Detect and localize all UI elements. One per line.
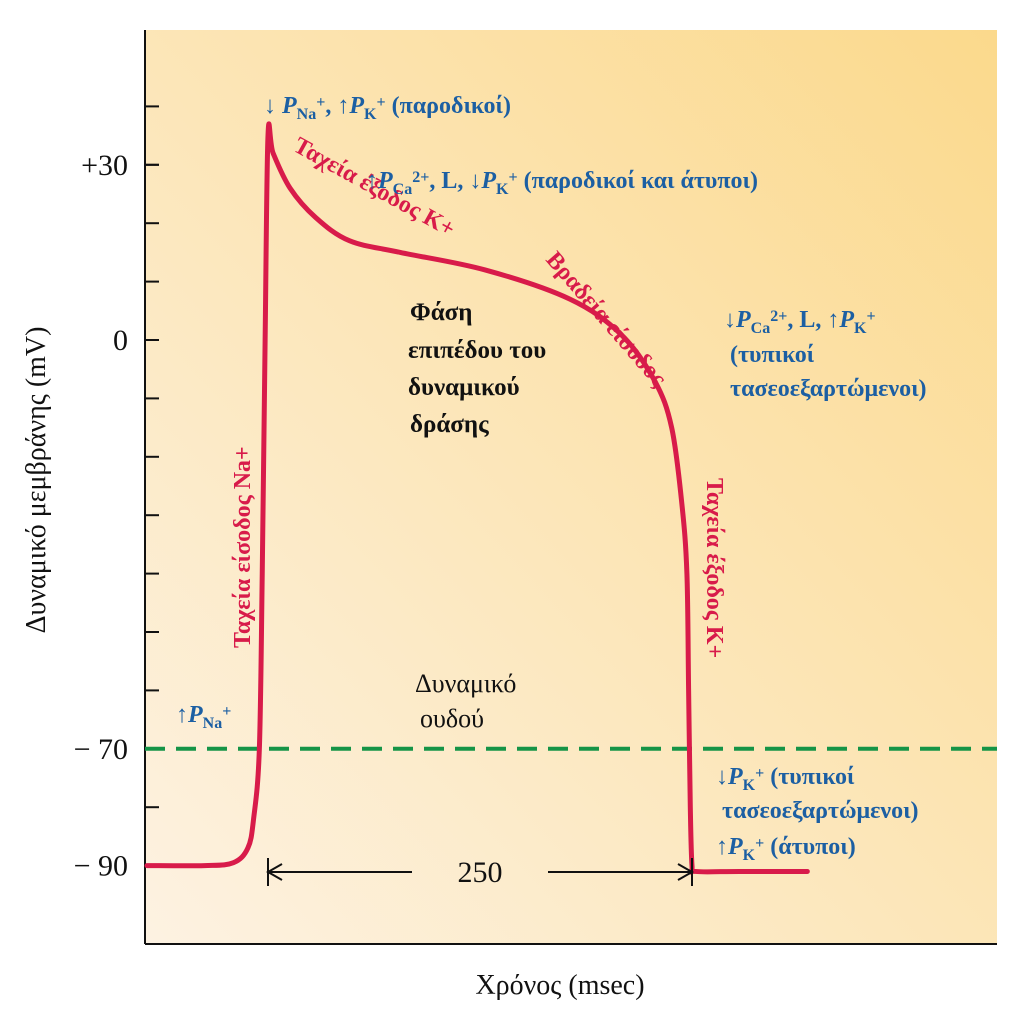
- svg-text:Δυναμικό: Δυναμικό: [415, 669, 516, 698]
- annotation-peak: ↓ PNa+, ↑PK+ (παροδικοί): [264, 93, 511, 123]
- curve-label-fall: Ταχεία έξοδος K+: [701, 478, 727, 658]
- annotation-rest-na: ↑PNa+: [176, 702, 231, 732]
- svg-text:↓PCa2+, L, ↑PK+: ↓PCa2+, L, ↑PK+: [724, 307, 876, 337]
- y-major-ticks: +30 0 − 70 − 90: [74, 149, 159, 883]
- y-tick-label: +30: [81, 149, 128, 182]
- svg-text:Φάση: Φάση: [410, 299, 472, 326]
- svg-text:τασεοεξαρτώμενοι): τασεοεξαρτώμενοι): [730, 376, 927, 402]
- x-axis-title: Χρόνος (msec): [475, 970, 644, 1001]
- duration-marker: 250: [265, 856, 695, 889]
- phase-label: Φάση επιπέδου του δυναμικού δράσης: [408, 299, 546, 438]
- y-tick-label: 0: [113, 324, 128, 357]
- y-tick-label: − 70: [74, 733, 128, 766]
- annotation-rest-k: ↓PK+ (τυπικοί τασεοεξαρτώμενοι) ↑PK+ (άτ…: [716, 764, 919, 864]
- svg-text:δυναμικού: δυναμικού: [408, 374, 520, 401]
- svg-text:↑PK+ (άτυποι): ↑PK+ (άτυποι): [716, 834, 856, 864]
- y-axis-title: Δυναμικό μεμβράνης (mV): [21, 327, 52, 634]
- y-tick-label: − 90: [74, 850, 128, 883]
- svg-text:δράσης: δράσης: [410, 411, 489, 438]
- arrowhead-right: [677, 863, 695, 881]
- svg-text:ουδού: ουδού: [420, 704, 484, 733]
- annotation-plateau: ↑PCa2+, L, ↓PK+ (παροδικοί και άτυποι): [366, 168, 758, 198]
- annotation-repol: ↓PCa2+, L, ↑PK+ (τυπικοί τασεοεξαρτώμενο…: [724, 307, 927, 402]
- threshold-label: Δυναμικό ουδού: [415, 669, 516, 733]
- svg-text:τασεοεξαρτώμενοι): τασεοεξαρτώμενοι): [722, 798, 919, 824]
- svg-text:επιπέδου του: επιπέδου του: [408, 337, 546, 364]
- svg-text:(τυπικοί: (τυπικοί: [730, 342, 815, 368]
- arrowhead-left: [265, 863, 283, 881]
- action-potential-curve: [144, 121, 810, 875]
- duration-label: 250: [458, 856, 503, 889]
- curve-label-rise: Ταχεία είσοδος Na+: [230, 446, 256, 648]
- svg-text:↓PK+ (τυπικοί: ↓PK+ (τυπικοί: [716, 764, 855, 794]
